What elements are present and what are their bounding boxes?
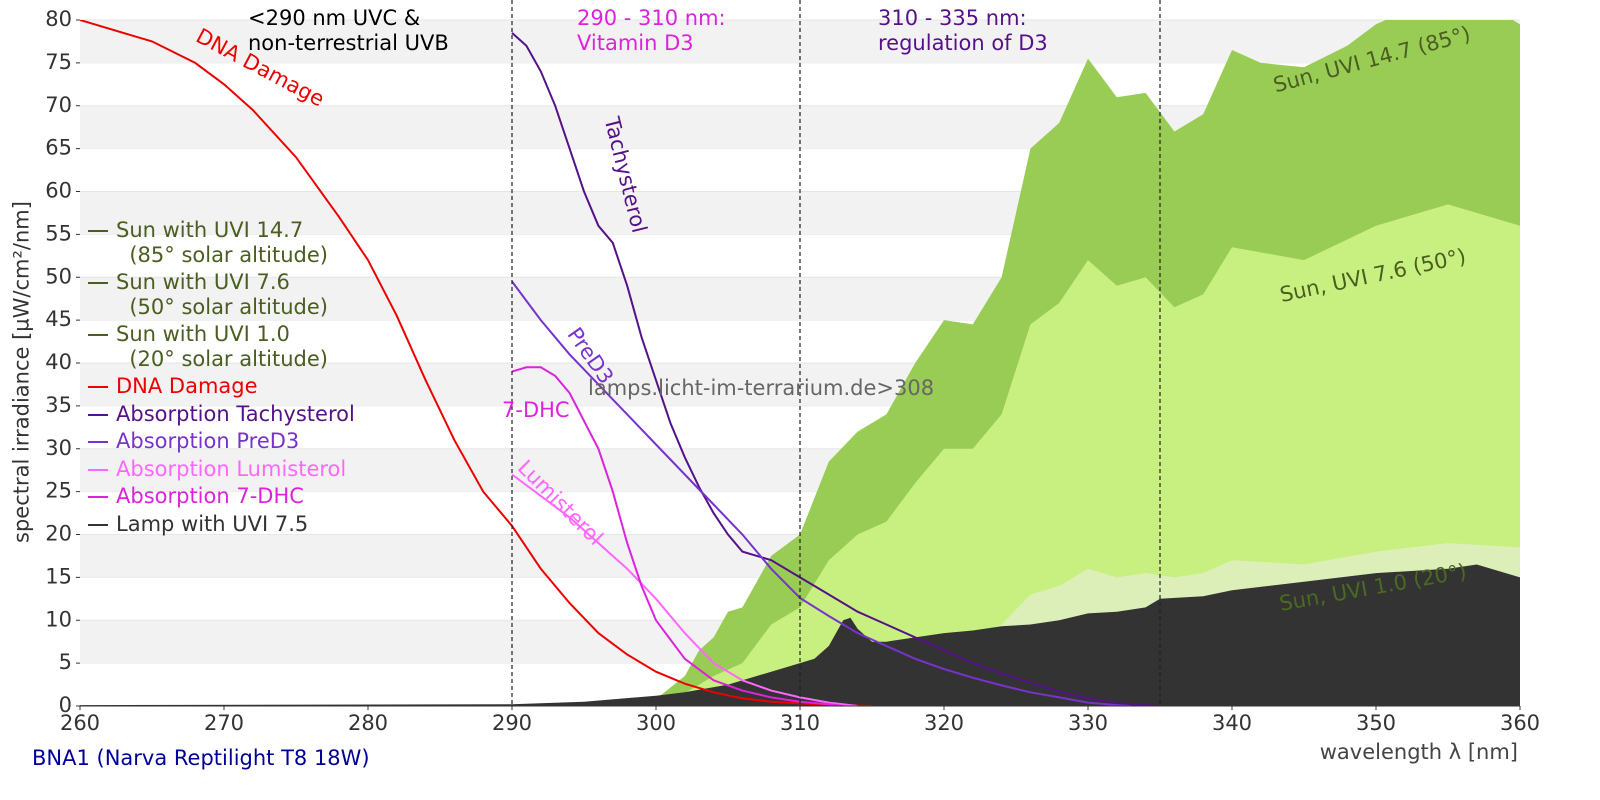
annotation: 290 - 310 nm: Vitamin D3 [577,6,726,55]
legend-label: Absorption Tachysterol [116,401,355,426]
y-axis-label: spectral irradiance [µW/cm²/nm] [9,201,34,543]
y-tick-label: 0 [59,693,72,717]
annotation: 310 - 335 nm: regulation of D3 [878,6,1048,55]
x-tick-label: 310 [780,711,820,735]
x-tick-label: 350 [1356,711,1396,735]
x-tick-label: 270 [204,711,244,735]
y-tick-label: 65 [45,136,72,160]
y-tick-label: 25 [45,479,72,503]
x-tick-label: 340 [1212,711,1252,735]
x-tick-label: 280 [348,711,388,735]
x-tick-label: 360 [1500,711,1540,735]
x-axis-label: wavelength λ [nm] [1319,740,1518,764]
annotation: 7-DHC [502,398,570,422]
legend-label: Absorption Lumisterol [116,456,347,481]
legend-item: Sun with UVI 7.6 (50° solar altitude) [86,270,355,319]
legend-item: DNA Damage [86,374,355,399]
legend-item: Sun with UVI 1.0 (20° solar altitude) [86,322,355,371]
legend-label: Sun with UVI 14.7 (85° solar altitude) [116,218,328,267]
legend-item: Lamp with UVI 7.5 [86,512,355,537]
legend-swatch [88,230,108,232]
line [511,473,858,706]
legend-label: Sun with UVI 1.0 (20° solar altitude) [116,322,328,371]
y-tick-label: 55 [45,221,72,245]
legend-item: Absorption 7-DHC [86,484,355,509]
line [511,366,844,706]
legend-label: DNA Damage [116,374,258,398]
y-tick-label: 20 [45,522,72,546]
y-tick-label: 45 [45,307,72,331]
legend-swatch [88,468,108,471]
y-tick-label: 5 [59,650,72,674]
legend-label: Absorption 7-DHC [116,484,304,508]
x-tick-label: 300 [636,711,676,735]
legend-swatch [88,523,108,526]
y-tick-label: 75 [45,50,72,74]
legend-swatch [88,282,108,284]
x-tick-label: 260 [60,711,100,735]
grid-band [80,20,1520,63]
legend-item: Absorption PreD3 [86,429,355,454]
y-tick-label: 30 [45,436,72,460]
legend-label: Absorption PreD3 [116,429,300,453]
legend-item: Sun with UVI 14.7 (85° solar altitude) [86,218,355,267]
legend-swatch [88,413,108,416]
legend: Sun with UVI 14.7 (85° solar altitude) Su… [86,218,355,539]
legend-swatch [88,441,108,443]
y-tick-label: 15 [45,564,72,588]
x-tick-label: 320 [924,711,964,735]
y-tick-label: 35 [45,393,72,417]
legend-swatch [88,496,108,498]
y-tick-label: 10 [45,607,72,631]
legend-swatch [88,334,108,336]
y-tick-label: 60 [45,179,72,203]
line [511,280,1132,706]
legend-item: Absorption Lumisterol [86,457,355,482]
x-tick-label: 330 [1068,711,1108,735]
x-tick-label: 290 [492,711,532,735]
annotation: <290 nm UVC & non-terrestrial UVB [248,6,449,55]
area [80,564,1520,706]
line [511,32,1161,706]
line [80,20,873,706]
legend-item: Absorption Tachysterol [86,402,355,427]
y-tick-label: 40 [45,350,72,374]
y-tick-label: 70 [45,93,72,117]
legend-swatch [88,386,108,388]
annotation: lamps.licht-im-terrarium.de>308 [588,376,935,400]
legend-label: Lamp with UVI 7.5 [116,511,309,536]
footer: BNA1 (Narva Reptilight T8 18W) [32,746,370,770]
legend-label: Sun with UVI 7.6 (50° solar altitude) [116,270,328,319]
y-tick-label: 80 [45,7,72,31]
y-tick-label: 50 [45,264,72,288]
